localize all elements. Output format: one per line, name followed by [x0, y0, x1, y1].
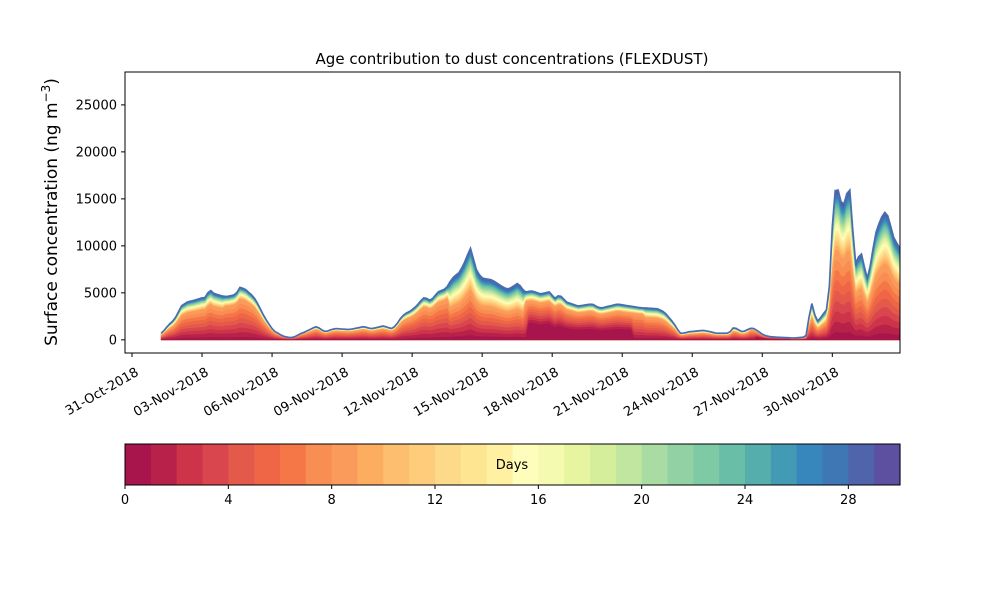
stacked-age-layers — [160, 189, 900, 341]
colorbar-segment — [564, 444, 591, 485]
colorbar — [125, 444, 901, 485]
y-axis-label-main: Surface concentration (ng m — [42, 102, 62, 345]
x-tick-label: 06-Nov-2018 — [201, 365, 281, 420]
colorbar-segment — [435, 444, 462, 485]
colorbar-segment — [693, 444, 720, 485]
colorbar-segment — [460, 444, 488, 485]
colorbar-segment — [874, 444, 901, 485]
colorbar-segment — [202, 444, 229, 485]
colorbar-segment — [305, 444, 333, 485]
x-tick-label: 03-Nov-2018 — [131, 365, 211, 420]
y-axis-label: Surface concentration (ng m−3) — [39, 78, 62, 346]
total-concentration-line — [160, 188, 900, 339]
colorbar-segment — [590, 444, 617, 485]
colorbar-segment — [770, 444, 798, 485]
y-tick-label: 10000 — [76, 239, 117, 254]
colorbar-ticks: 0 4 8 12 16 20 24 28 — [121, 485, 857, 508]
chart-title: Age contribution to dust concentrations … — [316, 50, 709, 68]
colorbar-segment — [176, 444, 204, 485]
colorbar-segment — [280, 444, 307, 485]
y-tick-label: 0 — [109, 333, 117, 348]
colorbar-tick-label: 28 — [840, 493, 857, 508]
y-axis-label-suffix: ) — [42, 78, 62, 85]
x-tick-label: 27-Nov-2018 — [691, 365, 771, 420]
colorbar-tick-label: 4 — [224, 493, 232, 508]
x-tick-label: 12-Nov-2018 — [341, 365, 421, 420]
x-tick-label: 15-Nov-2018 — [411, 365, 491, 420]
colorbar-segment — [719, 444, 746, 485]
x-tick-label: 30-Nov-2018 — [761, 365, 841, 420]
colorbar-tick-label: 8 — [328, 493, 336, 508]
colorbar-tick-label: 16 — [530, 493, 547, 508]
colorbar-segment — [745, 444, 772, 485]
x-axis-ticks: 31-Oct-201803-Nov-201806-Nov-201809-Nov-… — [63, 353, 842, 420]
y-axis-ticks: 0 5000 10000 15000 20000 25000 — [76, 98, 125, 348]
colorbar-segment — [125, 444, 152, 485]
colorbar-tick-label: 12 — [427, 493, 444, 508]
y-axis-label-exponent: −3 — [39, 85, 53, 103]
x-tick-label: 09-Nov-2018 — [271, 365, 351, 420]
colorbar-segment — [357, 444, 384, 485]
colorbar-segment — [486, 444, 514, 485]
colorbar-segment — [538, 444, 565, 485]
x-tick-label: 21-Nov-2018 — [551, 365, 631, 420]
colorbar-segment — [228, 444, 255, 485]
x-tick-label: 24-Nov-2018 — [621, 365, 701, 420]
age-layer-day-0 — [160, 322, 900, 341]
colorbar-segment — [383, 444, 410, 485]
colorbar-frame — [124, 443, 901, 486]
colorbar-segment — [331, 444, 359, 485]
colorbar-tick-label: 24 — [737, 493, 754, 508]
colorbar-segment — [254, 444, 281, 485]
colorbar-tick-label: 20 — [633, 493, 650, 508]
age-layer-day-5 — [160, 280, 900, 341]
colorbar-segment — [641, 444, 669, 485]
x-tick-label: 31-Oct-2018 — [63, 365, 141, 419]
colorbar-segment — [822, 444, 849, 485]
y-tick-label: 20000 — [76, 145, 117, 160]
colorbar-segment — [796, 444, 824, 485]
colorbar-segment — [667, 444, 694, 485]
y-tick-label: 25000 — [76, 98, 117, 113]
colorbar-segment — [512, 444, 539, 485]
colorbar-label: Days — [496, 458, 529, 473]
colorbar-segment — [615, 444, 643, 485]
colorbar-segment — [848, 444, 875, 485]
x-tick-label: 18-Nov-2018 — [481, 365, 561, 420]
colorbar-segment — [150, 444, 178, 485]
plot-frame — [124, 71, 901, 354]
colorbar-segment — [409, 444, 436, 485]
y-tick-label: 5000 — [84, 286, 117, 301]
colorbar-tick-label: 0 — [121, 493, 129, 508]
y-tick-label: 15000 — [76, 192, 117, 207]
